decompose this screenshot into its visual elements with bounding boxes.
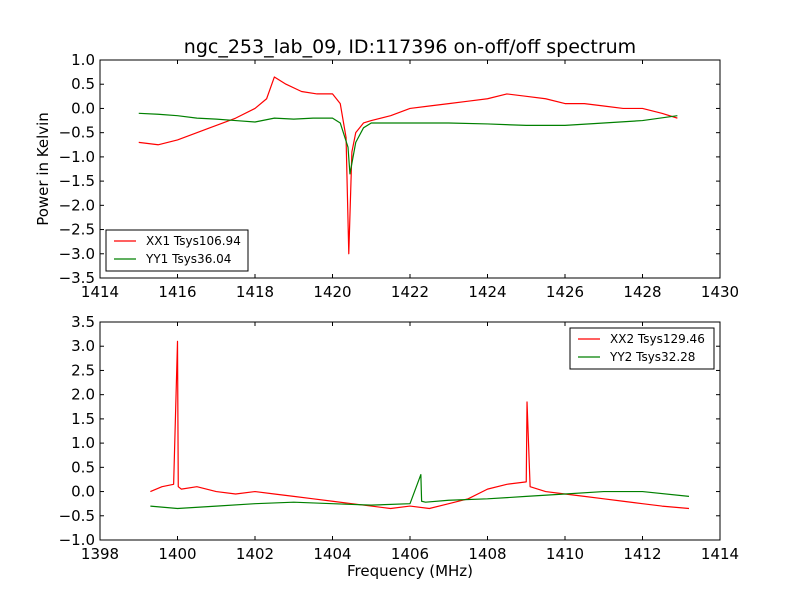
chart-2-xtick-label: 1398 xyxy=(81,545,119,563)
chart-2-legend-box xyxy=(569,327,715,370)
chart-2-ytick-label: 2.0 xyxy=(71,386,95,404)
chart-1-ytick-label: −2.5 xyxy=(59,221,95,239)
chart-1-xtick-label: 1422 xyxy=(391,283,429,301)
chart-2-xtick-label: 1412 xyxy=(623,545,661,563)
chart-2-ytick-label: 0.0 xyxy=(71,483,95,501)
chart-2-xtick-label: 1400 xyxy=(158,545,196,563)
chart-1-legend-box xyxy=(105,229,249,272)
chart-1-ytick-label: −2.0 xyxy=(59,196,95,214)
chart-2-ytick-label: 1.5 xyxy=(71,410,95,428)
legend-label-yy1: YY1 Tsys36.04 xyxy=(145,252,231,266)
legend-label-xx2: XX2 Tsys129.46 xyxy=(610,332,705,346)
chart-1-title: ngc_253_lab_09, ID:117396 on-off/off spe… xyxy=(184,36,636,58)
legend-label-xx1: XX1 Tsys106.94 xyxy=(146,234,241,248)
chart-2-series-2-line xyxy=(150,474,690,510)
chart-1-ytick-label: −1.0 xyxy=(59,148,95,166)
chart-1-series-2-line xyxy=(138,112,678,175)
chart-1-xtick-label: 1424 xyxy=(468,283,506,301)
chart-1-ylabel: Power in Kelvin xyxy=(34,112,52,226)
chart-1-xtick-label: 1426 xyxy=(546,283,584,301)
chart-1-xtick-label: 1416 xyxy=(158,283,196,301)
chart-2-ytick-label: 3.0 xyxy=(71,337,95,355)
chart-2-legend: XX2 Tsys129.46 YY2 Tsys32.28 xyxy=(569,327,715,370)
chart-2-ytick-label: 1.0 xyxy=(71,434,95,452)
chart-2-ytick-label: −1.0 xyxy=(59,531,95,549)
chart-1-xtick-label: 1428 xyxy=(623,283,661,301)
chart-2-ytick-label: 3.5 xyxy=(71,313,95,331)
chart-1-ytick-label: 0.5 xyxy=(71,75,95,93)
chart-1-series-1-line xyxy=(138,76,678,255)
chart-1-plot: 1414 1416 1418 1420 1422 1424 1426 1428 1430 −3.5… xyxy=(59,51,740,301)
chart-1-ytick-label: −1.5 xyxy=(59,172,95,190)
chart-1-ytick-label: 1.0 xyxy=(71,51,95,69)
chart-2-plot: 1398 1400 1402 1404 1406 1408 1410 1412 1414 −1.0… xyxy=(59,313,740,563)
chart-1-xtick-label: 1414 xyxy=(81,283,119,301)
chart-1-xtick-label: 1430 xyxy=(701,283,739,301)
chart-2-xtick-label: 1402 xyxy=(236,545,274,563)
chart-2-series-1-line xyxy=(150,340,690,510)
chart-1-ytick-label: −0.5 xyxy=(59,124,95,142)
chart-2-xlabel: Frequency (MHz) xyxy=(347,562,473,580)
chart-2-ytick-label: 2.5 xyxy=(71,361,95,379)
chart-1-xtick-label: 1418 xyxy=(236,283,274,301)
chart-2-xtick-label: 1406 xyxy=(391,545,429,563)
chart-2-ytick-label: −0.5 xyxy=(59,507,95,525)
chart-2-ytick-label: 0.5 xyxy=(71,458,95,476)
chart-2-xtick-label: 1410 xyxy=(546,545,584,563)
chart-1-ytick-label: −3.5 xyxy=(59,269,95,287)
chart-1-legend: XX1 Tsys106.94 YY1 Tsys36.04 xyxy=(105,229,249,272)
chart-2-xtick-label: 1414 xyxy=(701,545,739,563)
chart-1-xtick-label: 1420 xyxy=(313,283,351,301)
legend-label-yy2: YY2 Tsys32.28 xyxy=(609,350,695,364)
chart-1-ytick-label: −3.0 xyxy=(59,245,95,263)
chart-2-xtick-label: 1408 xyxy=(468,545,506,563)
chart-1-ytick-label: 0.0 xyxy=(71,99,95,117)
chart-2-xtick-label: 1404 xyxy=(313,545,351,563)
